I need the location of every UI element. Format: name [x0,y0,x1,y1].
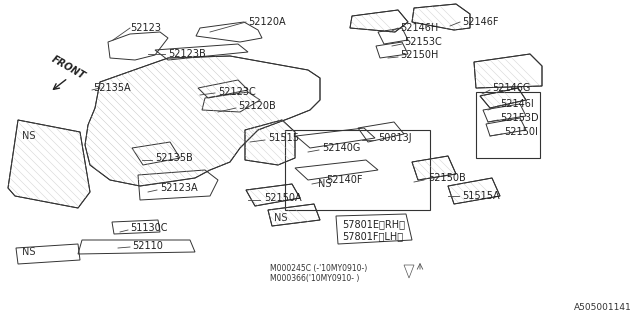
Text: 51515: 51515 [268,133,299,143]
Text: M000245C (-'10MY0910-): M000245C (-'10MY0910-) [270,263,367,273]
Text: 57801E〈RH〉: 57801E〈RH〉 [342,219,405,229]
Text: A505001141: A505001141 [574,303,632,312]
Text: 52135A: 52135A [93,83,131,93]
Text: 52110: 52110 [132,241,163,251]
Text: 52120B: 52120B [238,101,276,111]
Text: 51130C: 51130C [130,223,168,233]
Text: 50813J: 50813J [378,133,412,143]
Text: 52123A: 52123A [160,183,198,193]
Text: M000366('10MY0910- ): M000366('10MY0910- ) [270,274,360,283]
Text: 52120A: 52120A [248,17,285,27]
Text: 52150A: 52150A [264,193,301,203]
Text: 57801F〈LH〉: 57801F〈LH〉 [342,231,403,241]
Bar [476,92,540,158]
Text: 52150I: 52150I [504,127,538,137]
Text: 52153D: 52153D [500,113,539,123]
Text: 52146I: 52146I [500,99,534,109]
Text: NS: NS [274,213,287,223]
Text: NS: NS [22,131,35,141]
Text: NS: NS [22,247,35,257]
Text: 51515A: 51515A [462,191,500,201]
Text: 52153C: 52153C [404,37,442,47]
Text: 52135B: 52135B [155,153,193,163]
Text: 52140F: 52140F [326,175,362,185]
Text: 52146H: 52146H [400,23,438,33]
Text: FRONT: FRONT [50,54,87,82]
Text: 52146F: 52146F [462,17,499,27]
Text: 52123: 52123 [130,23,161,33]
Text: NS: NS [318,179,332,189]
Text: 52140G: 52140G [322,143,360,153]
Text: 52146G: 52146G [492,83,531,93]
Text: 52150H: 52150H [400,50,438,60]
Text: 52123B: 52123B [168,49,205,59]
Bar [285,130,430,210]
Text: 52123C: 52123C [218,87,256,97]
Text: 52150B: 52150B [428,173,466,183]
